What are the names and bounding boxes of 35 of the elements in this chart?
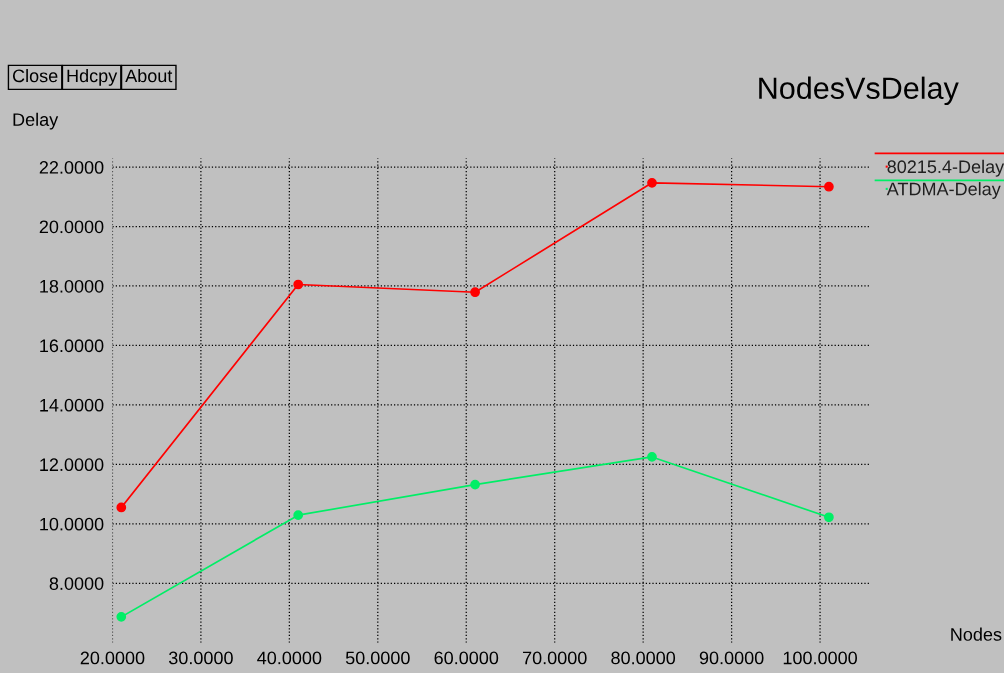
x-tick-label: 50.0000: [345, 651, 410, 665]
y-tick-label: 20.0000: [39, 220, 104, 234]
x-axis-title: Nodes: [951, 627, 1002, 641]
x-tick-label: 60.0000: [434, 651, 499, 665]
point: [824, 181, 834, 192]
point: [116, 611, 127, 622]
point: [470, 287, 480, 298]
point: [116, 502, 127, 513]
y-axis-title: Delay: [13, 112, 59, 130]
x-tick-label: 30.0000: [168, 651, 233, 665]
y-tick-label: 18.0000: [40, 279, 104, 293]
point: [293, 279, 304, 290]
y-tick-label: 12.0000: [40, 458, 104, 472]
x-tick-label: 70.0000: [523, 651, 587, 665]
point: [470, 479, 480, 490]
x-tick-label: 100.0000: [783, 651, 857, 665]
x-tick-label: 90.0000: [699, 651, 764, 665]
y-tick-label: 10.0000: [40, 517, 104, 531]
text: About: [125, 68, 173, 83]
text: Hdcpy: [67, 68, 118, 86]
legend-label: ATDMA-Delay: [886, 182, 1001, 199]
point: [824, 512, 834, 523]
y-tick-label: 16.0000: [40, 339, 104, 353]
point: [293, 510, 304, 521]
y-tick-label: 8.0000: [49, 577, 104, 590]
text: Close: [12, 68, 58, 83]
y-tick-label: 22.0000: [39, 161, 104, 174]
x-tick-label: 20.0000: [80, 651, 145, 665]
legend-label: 80215.4-Delay: [887, 159, 1004, 177]
point: [647, 177, 657, 188]
x-tick-label: 80.0000: [611, 651, 676, 665]
chart-title: NodesVsDelay: [759, 76, 959, 106]
x-tick-label: 40.0000: [257, 651, 322, 665]
point: [647, 452, 657, 462]
y-tick-label: 14.0000: [40, 398, 104, 412]
